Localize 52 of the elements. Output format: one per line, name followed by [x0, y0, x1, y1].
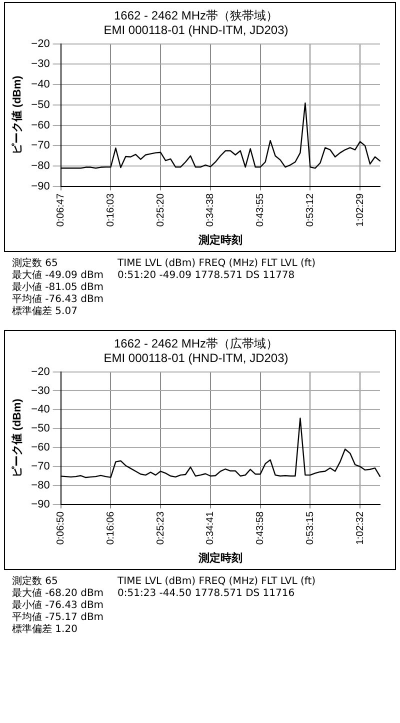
y-tick-label: −80: [31, 480, 50, 492]
x-tick-label: 0:25:20: [155, 193, 166, 227]
y-tick-label: −30: [31, 58, 50, 70]
chart-title: 1662 - 2462 MHz帯（狭帯域）: [114, 8, 278, 23]
x-tick-label: 0:53:15: [304, 511, 316, 545]
y-tick-label: −80: [31, 160, 50, 172]
x-tick-label: 0:53:12: [304, 193, 316, 227]
y-axis-title: ピーク値 (dBm): [10, 75, 24, 155]
text: 最小値 -81.05 dBm: [12, 282, 104, 294]
x-axis-title: 測定時刻: [197, 551, 242, 564]
text: 標準偏差 1.20: [12, 624, 78, 636]
y-tick-label: −20: [31, 366, 50, 378]
text: 0:51:20 -49.09 1778.571 DS 11778: [118, 270, 296, 282]
text: 最大値 -49.09 dBm: [12, 270, 104, 282]
y-tick-label: −60: [31, 119, 50, 132]
y-tick-label: −40: [31, 78, 50, 91]
text: 標準偏差 5.07: [12, 306, 78, 318]
chart-title: 1662 - 2462 MHz帯（広帯域）: [114, 336, 278, 351]
chart-subtitle: EMI 000118-01 (HND-ITM, JD203): [104, 22, 288, 37]
x-tick-label: 0:16:06: [105, 511, 116, 545]
chart-subtitle: EMI 000118-01 (HND-ITM, JD203): [104, 350, 288, 365]
text: 平均値 -76.43 dBm: [12, 294, 104, 306]
text: 最大値 -68.20 dBm: [12, 588, 104, 600]
x-tick-label: 0:34:38: [205, 193, 216, 227]
text: TIME LVL (dBm) FREQ (MHz) FLT LVL (ft): [118, 576, 316, 588]
y-tick-label: −70: [31, 460, 50, 473]
x-tick-label: 0:43:58: [255, 511, 266, 545]
text: 平均値 -75.17 dBm: [12, 612, 104, 624]
y-tick-label: −60: [31, 442, 50, 454]
y-tick-label: −90: [31, 180, 50, 192]
y-tick-label: −50: [31, 98, 50, 111]
x-tick-label: 0:06:50: [56, 511, 67, 545]
x-tick-label: 0:25:23: [155, 511, 166, 545]
x-tick-label: 0:34:41: [205, 511, 216, 545]
y-tick-label: −20: [31, 38, 50, 50]
x-tick-label: 0:06:47: [56, 193, 67, 227]
text: 測定数 65: [12, 576, 59, 588]
x-tick-label: 0:43:55: [255, 193, 266, 227]
y-tick-label: −50: [31, 422, 50, 435]
y-tick-label: −70: [31, 140, 50, 152]
x-tick-label: 1:02:32: [354, 511, 366, 545]
x-tick-label: 1:02:29: [354, 193, 366, 227]
text: 0:51:23 -44.50 1778.571 DS 11716: [118, 588, 296, 600]
y-tick-label: −40: [31, 404, 50, 416]
x-tick-label: 0:16:03: [105, 193, 116, 227]
y-tick-label: −30: [31, 384, 50, 397]
x-axis-title: 測定時刻: [197, 233, 242, 246]
text: TIME LVL (dBm) FREQ (MHz) FLT LVL (ft): [118, 258, 316, 270]
text: 測定数 65: [12, 258, 59, 270]
y-axis-title: ピーク値 (dBm): [10, 398, 24, 478]
y-tick-label: −90: [31, 498, 50, 510]
text: 最小値 -76.43 dBm: [12, 600, 104, 612]
